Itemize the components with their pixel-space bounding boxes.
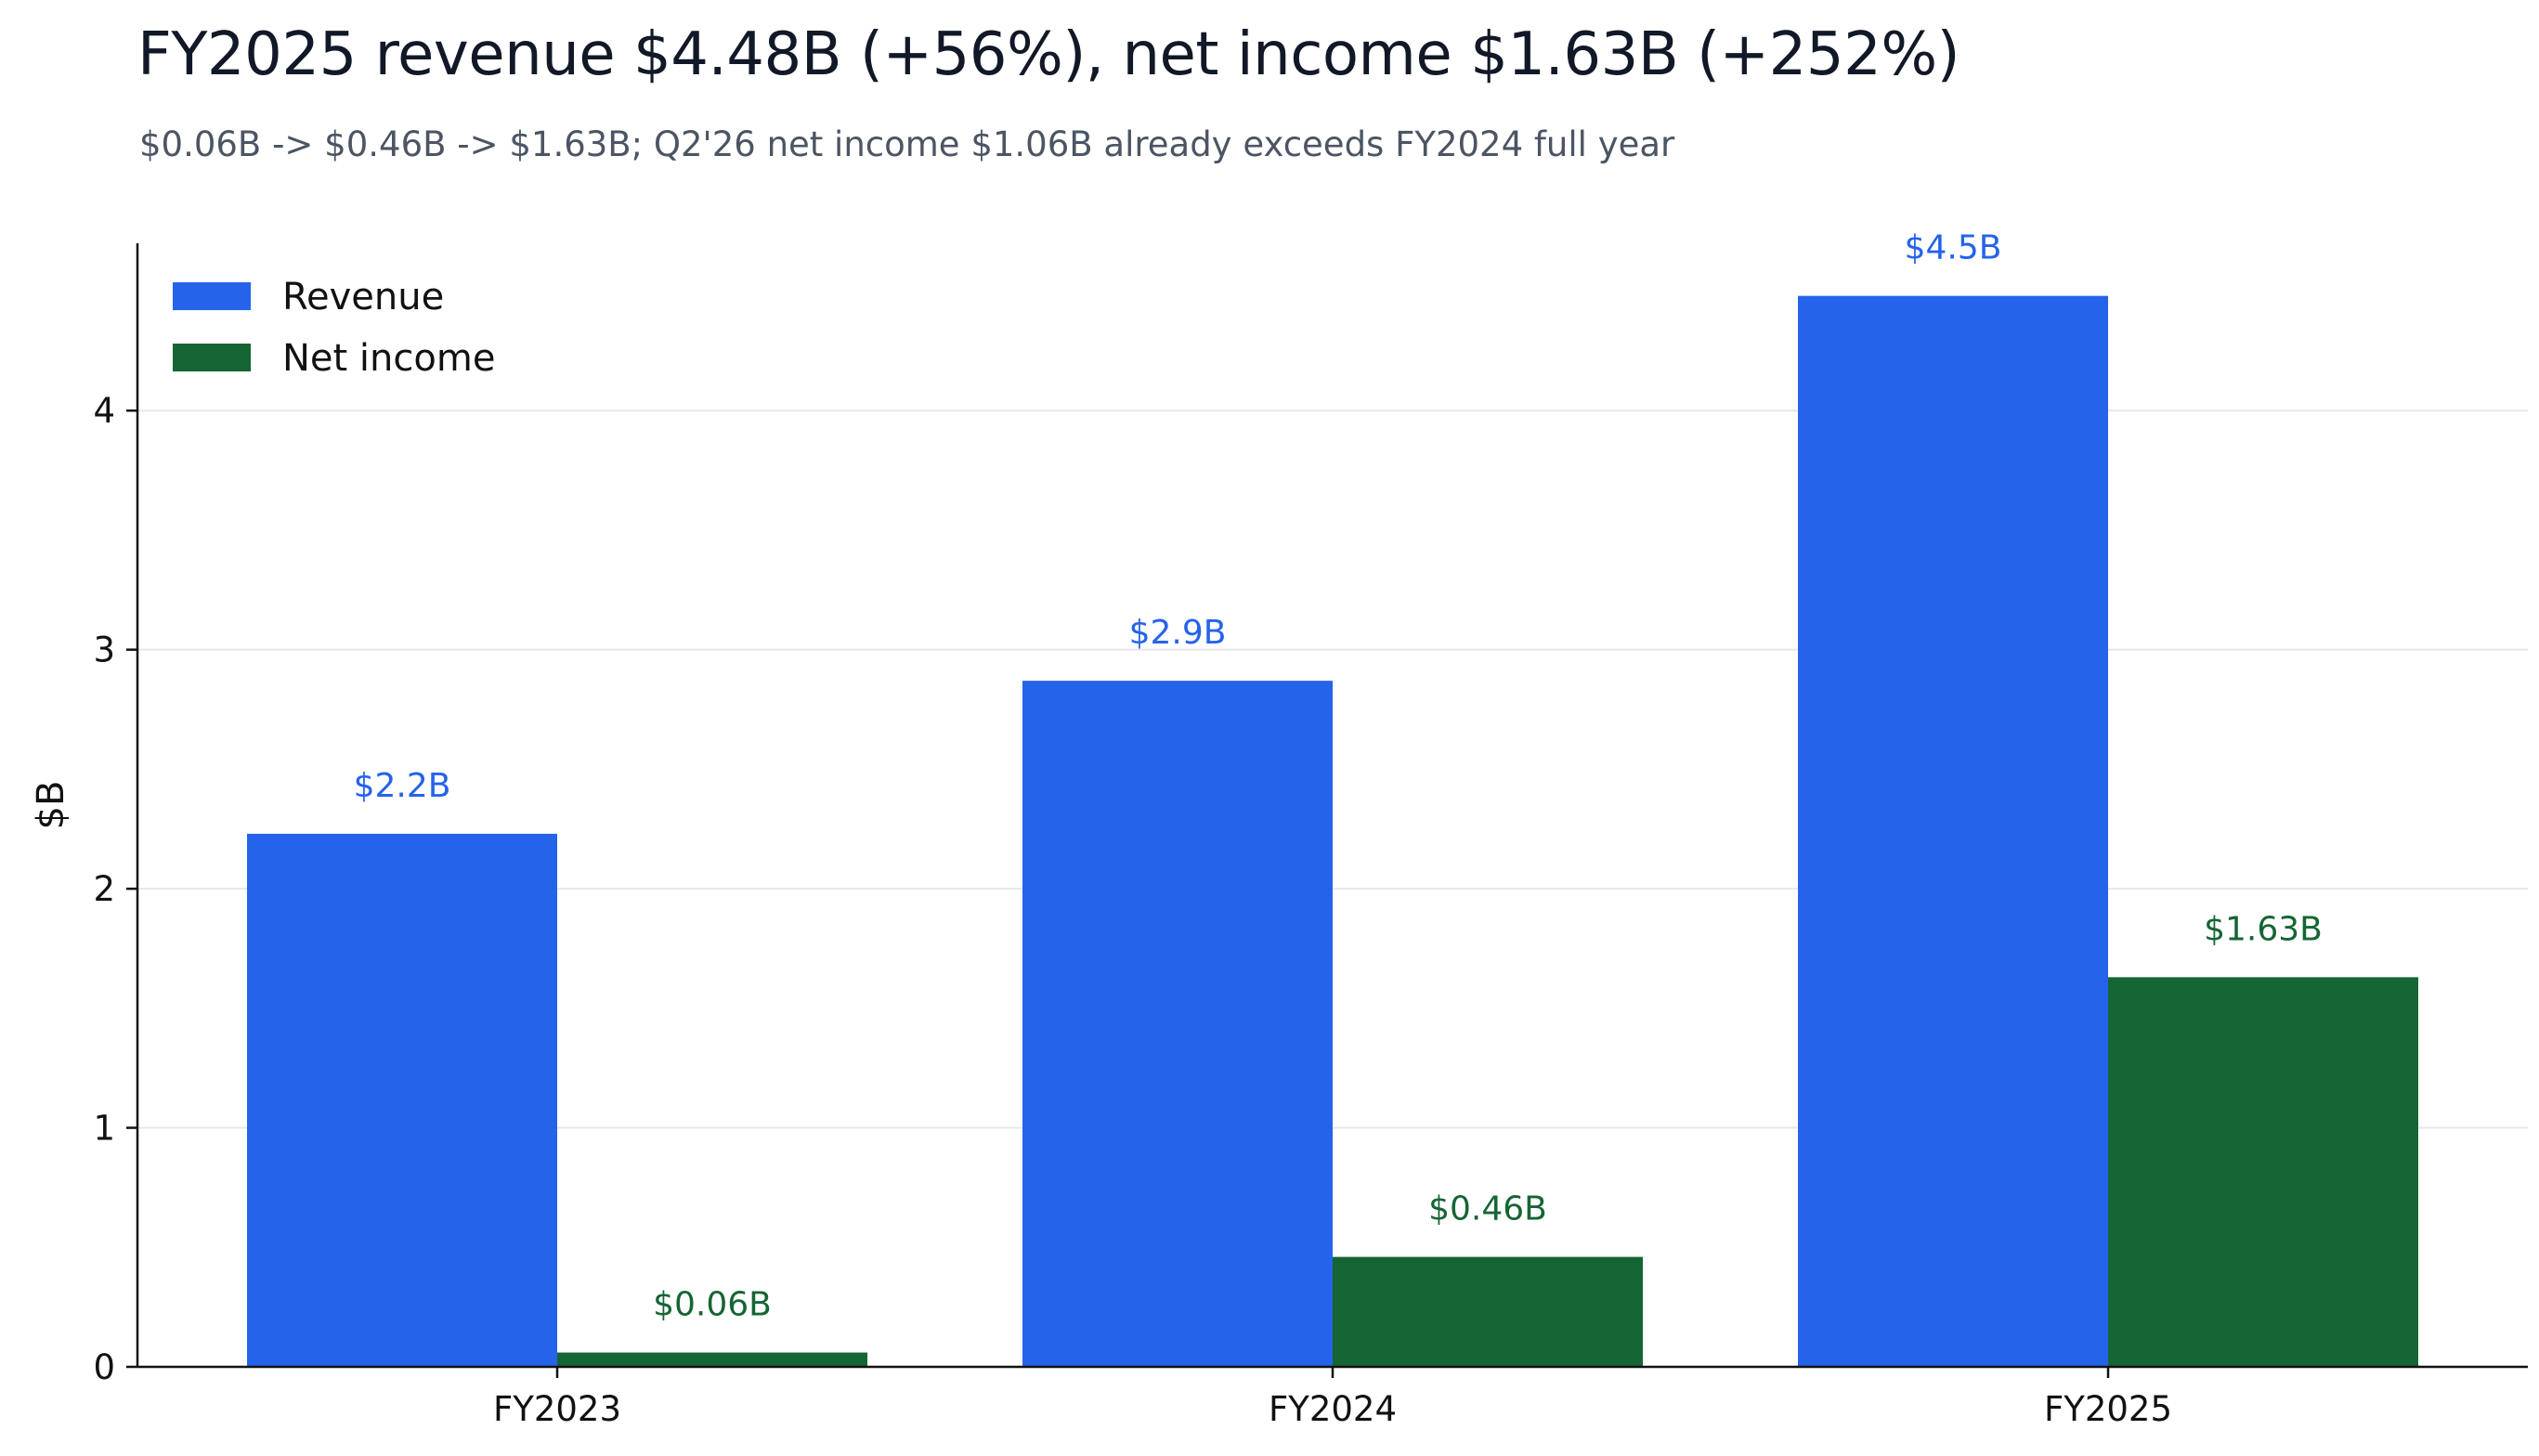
net-income-data-label: $0.06B — [653, 1286, 772, 1324]
chart-subtitle: $0.06B -> $0.46B -> $1.63B; Q2'26 net in… — [139, 124, 1675, 164]
x-tick-label: FY2023 — [493, 1389, 621, 1429]
revenue-bar — [247, 833, 557, 1367]
data-labels: $2.2B $2.9B $4.5B $0.06B $0.46B $1.63B — [354, 229, 2323, 1324]
revenue-bar — [1798, 295, 2108, 1367]
net-income-bar — [557, 1352, 867, 1367]
net-income-data-label: $0.46B — [1428, 1190, 1547, 1228]
y-tick-label: 4 — [93, 391, 115, 431]
legend-label-net-income: Net income — [282, 337, 495, 380]
revenue-data-label: $2.9B — [1129, 614, 1227, 652]
y-tick-label: 3 — [93, 630, 115, 670]
net-income-bar — [1333, 1256, 1643, 1367]
net-income-bar — [2108, 977, 2418, 1367]
revenue-data-label: $4.5B — [1905, 229, 2002, 267]
revenue-data-label: $2.2B — [354, 767, 451, 805]
chart-title: FY2025 revenue $4.48B (+56%), net income… — [137, 20, 1960, 89]
x-tick-label: FY2024 — [1269, 1389, 1397, 1429]
y-tick-label: 2 — [93, 869, 115, 909]
axis-ticks: 0 1 2 3 4 FY2023 FY2024 FY2025 — [93, 391, 2172, 1429]
x-tick-label: FY2025 — [2044, 1389, 2172, 1429]
y-axis-title: $B — [30, 781, 72, 830]
legend: Revenue Net income — [173, 276, 495, 380]
legend-swatch-revenue — [173, 282, 251, 310]
revenue-bar — [1022, 681, 1333, 1367]
y-tick-label: 0 — [93, 1347, 115, 1387]
bars — [247, 295, 2418, 1367]
legend-label-revenue: Revenue — [282, 276, 444, 318]
y-tick-label: 1 — [93, 1109, 115, 1149]
legend-swatch-net-income — [173, 344, 251, 371]
net-income-data-label: $1.63B — [2204, 910, 2323, 948]
